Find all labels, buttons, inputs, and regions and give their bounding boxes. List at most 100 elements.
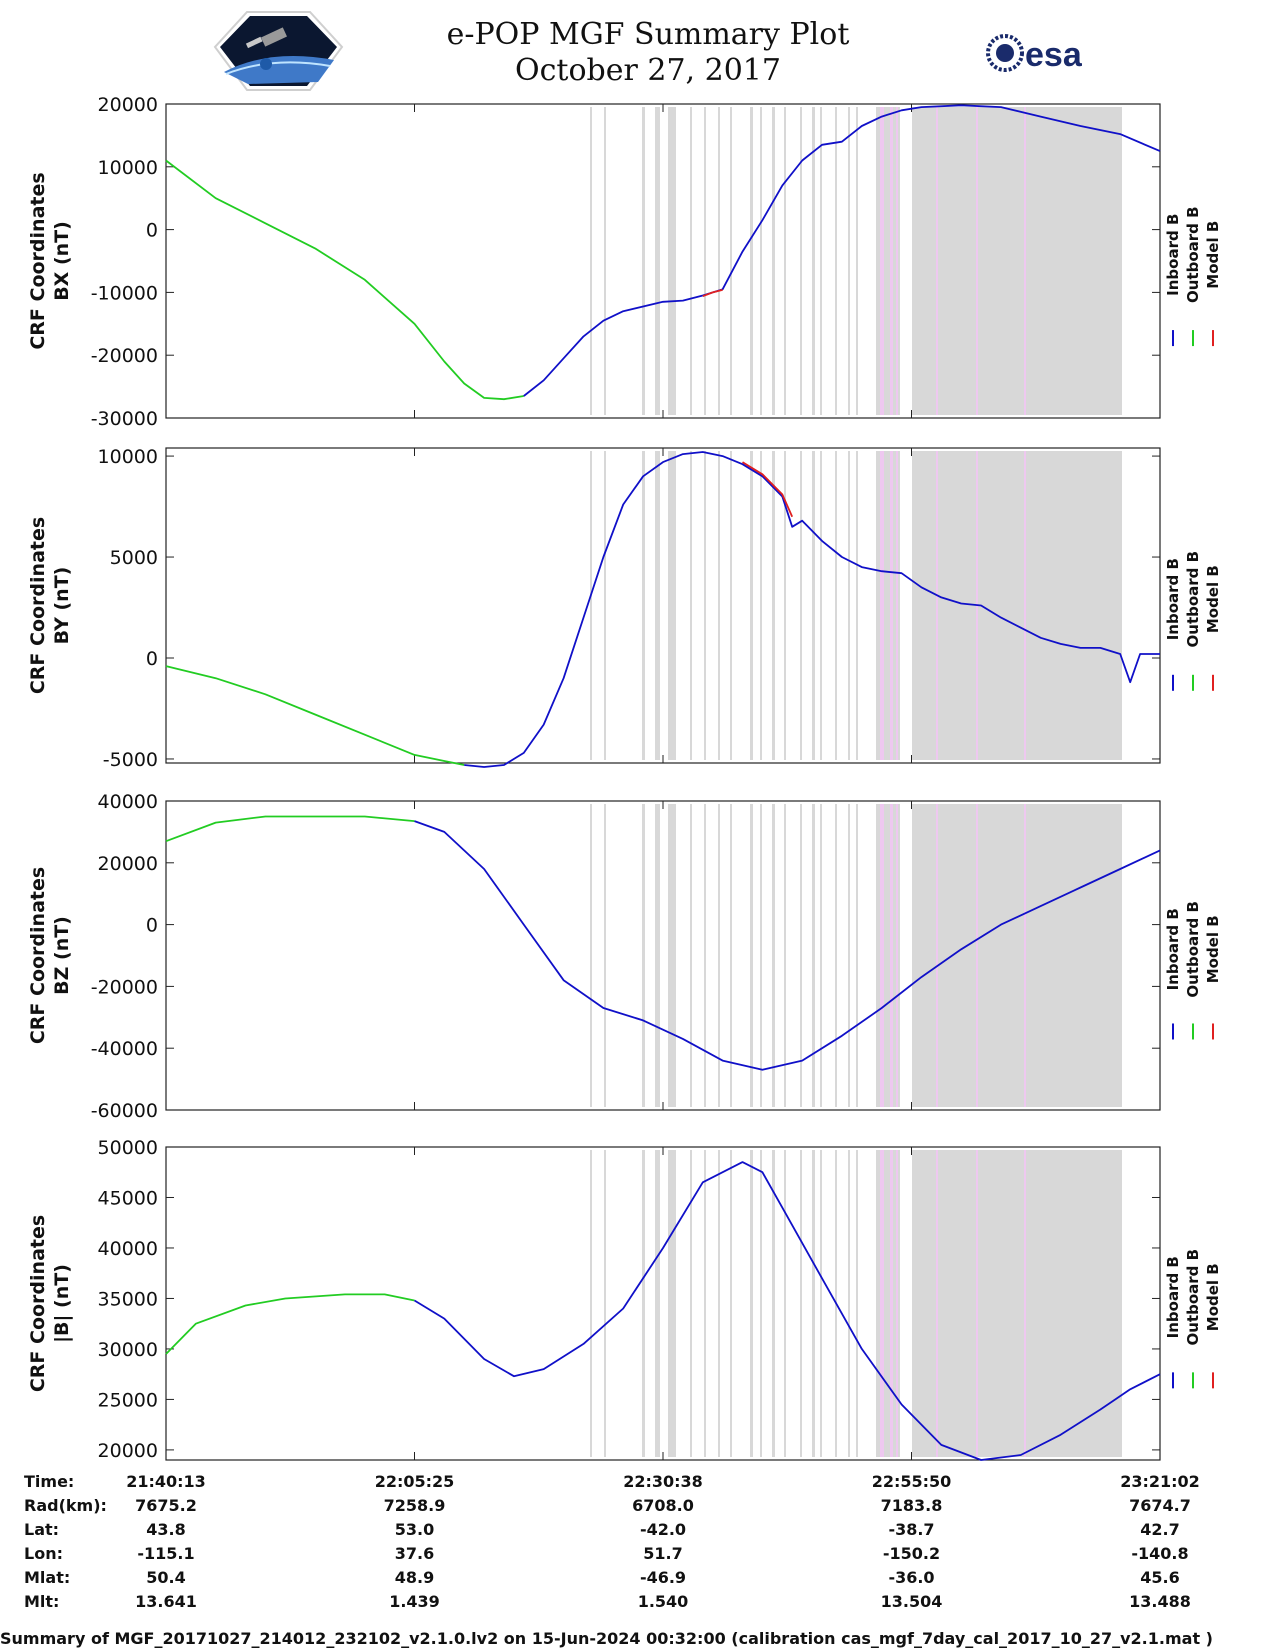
y-tick-label: -10000	[91, 282, 158, 304]
data-gap-band	[750, 804, 753, 1107]
series-line-outboard-b	[165, 159, 524, 401]
y-axis-unit-label: BY (nT)	[51, 567, 73, 645]
data-gap-band	[704, 804, 706, 1107]
info-cell: 7258.9	[384, 1496, 446, 1515]
series-line-model-b	[702, 289, 723, 298]
chart-panel-2: 10000 5000 0 -5000 CRF Coordinates BY (nT) Inb…	[27, 446, 1222, 771]
data-gap-band	[690, 107, 692, 415]
data-gap-band	[750, 1150, 753, 1457]
data-gap-band	[848, 451, 850, 760]
data-gap-band	[690, 1150, 692, 1457]
chart-panel-4: 50000 45000 40000 35000 30000 25000 20000 CRF C…	[27, 1137, 1222, 1462]
legend-label: Model B	[1204, 1263, 1222, 1331]
info-cell: -140.8	[1131, 1544, 1188, 1563]
data-flag-band	[976, 804, 978, 1107]
data-flag-band	[896, 107, 898, 415]
series-line-inboard-b	[414, 1161, 1161, 1461]
data-gap-band	[604, 451, 606, 760]
info-cell: -42.0	[640, 1520, 686, 1539]
info-cell: -38.7	[888, 1520, 934, 1539]
info-cell: -46.9	[640, 1568, 686, 1587]
data-gap-band	[800, 107, 802, 415]
y-axis-label: CRF Coordinates	[27, 1215, 49, 1392]
legend-label: Outboard B	[1184, 1249, 1202, 1346]
data-flag-band	[880, 451, 884, 760]
data-gap-band	[730, 804, 732, 1107]
data-gap-band	[848, 107, 850, 415]
legend-label: Model B	[1204, 221, 1222, 289]
y-tick-label: -40000	[91, 1038, 158, 1060]
data-gap-band	[820, 804, 822, 1107]
y-axis-label: CRF Coordinates	[27, 172, 49, 349]
data-gap-band	[772, 804, 775, 1107]
data-gap-band	[912, 107, 1122, 415]
info-cell: 7674.7	[1129, 1496, 1191, 1515]
data-gap-band	[784, 107, 786, 415]
y-axis-label: CRF Coordinates	[27, 517, 49, 694]
y-tick-label: 0	[146, 220, 158, 242]
series-line-inboard-b	[414, 820, 1161, 1071]
y-tick-label: 10000	[98, 446, 158, 468]
chart-panel-1: 20000 10000 0 -10000 -20000 -30000 CRF Coordin…	[27, 94, 1222, 430]
data-gap-band	[655, 451, 660, 760]
data-gap-band	[668, 804, 676, 1107]
orbit-info-table: Time: Rad(km): Lat: Lon: Mlat: Mlt: 7675.2 43.8…	[24, 1472, 1191, 1611]
legend-label: Inboard B	[1164, 1256, 1182, 1338]
data-gap-band	[856, 107, 858, 415]
y-tick-label: 35000	[98, 1288, 158, 1310]
info-cell: 13.641	[135, 1592, 197, 1611]
data-flag-band	[890, 451, 893, 760]
series-line-inboard-b	[523, 104, 1161, 397]
data-gap-band	[835, 107, 837, 415]
info-cell: 7183.8	[881, 1496, 943, 1515]
data-flag-band	[880, 804, 884, 1107]
data-gap-band	[642, 804, 645, 1107]
data-gap-band	[820, 1150, 822, 1457]
data-gap-band	[760, 107, 762, 415]
data-gap-band	[604, 107, 606, 415]
time-tick-label: 23:21:02	[1120, 1472, 1200, 1491]
y-tick-label: -20000	[91, 345, 158, 367]
footer-summary: Summary of MGF_20171027_214012_232102_v2…	[0, 1629, 1213, 1648]
data-gap-band	[730, 451, 732, 760]
y-axis-label: CRF Coordinates	[27, 867, 49, 1044]
info-cell: 1.540	[638, 1592, 689, 1611]
info-cell: 50.4	[146, 1568, 185, 1587]
data-gap-band	[590, 1150, 592, 1457]
y-axis-unit-label: BZ (nT)	[51, 916, 73, 995]
data-gap-band	[784, 1150, 786, 1457]
legend-label: Model B	[1204, 915, 1222, 983]
time-axis-labels: 21:40:13 22:05:25 22:30:38 22:55:50 23:21:02	[126, 1472, 1200, 1491]
y-tick-label: 40000	[98, 791, 158, 813]
y-tick-label: 50000	[98, 1137, 158, 1159]
info-cell: 42.7	[1140, 1520, 1179, 1539]
y-tick-label: -60000	[91, 1100, 158, 1122]
info-cell: 48.9	[395, 1568, 434, 1587]
data-flag-band	[1024, 107, 1026, 415]
title-line2: October 27, 2017	[515, 53, 781, 88]
data-gap-band	[718, 107, 720, 415]
data-gap-band	[772, 107, 775, 415]
data-gap-band	[718, 804, 720, 1107]
series-line-inboard-b	[464, 451, 1160, 768]
legend-label: Inboard B	[1164, 908, 1182, 990]
data-gap-band	[760, 804, 762, 1107]
y-tick-label: 20000	[98, 853, 158, 875]
data-gap-band	[800, 1150, 802, 1457]
time-tick-label: 22:30:38	[623, 1472, 703, 1491]
data-flag-band	[890, 804, 893, 1107]
data-flag-band	[1024, 804, 1026, 1107]
data-gap-band	[668, 451, 676, 760]
y-tick-label: 25000	[98, 1389, 158, 1411]
data-gap-band	[856, 804, 858, 1107]
data-flag-band	[880, 107, 884, 415]
legend-label: Model B	[1204, 565, 1222, 633]
data-flag-band	[936, 1150, 938, 1457]
data-gap-band	[668, 107, 676, 415]
data-gap-band	[642, 1150, 645, 1457]
y-axis-unit-label: BX (nT)	[51, 221, 73, 301]
data-gap-band	[590, 107, 592, 415]
data-gap-band	[784, 451, 786, 760]
data-gap-band	[912, 1150, 1122, 1457]
data-gap-band	[604, 804, 606, 1107]
